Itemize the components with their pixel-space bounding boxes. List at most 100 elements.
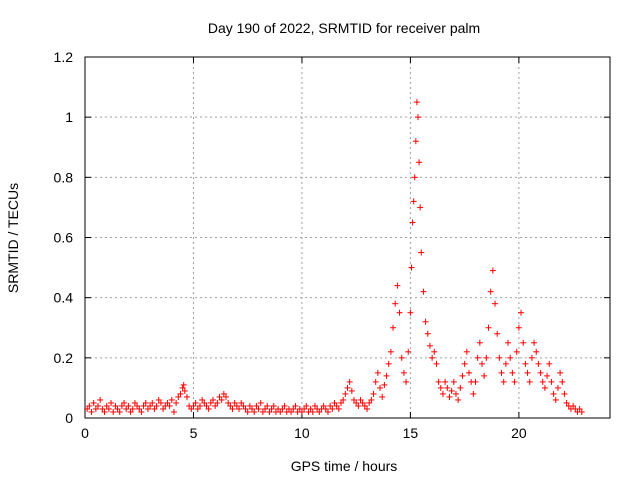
data-point — [140, 402, 147, 409]
data-point — [439, 390, 446, 397]
data-point — [337, 399, 344, 406]
data-point — [203, 402, 210, 409]
data-point — [207, 399, 214, 406]
data-point — [138, 408, 145, 415]
data-point — [417, 204, 424, 211]
data-point — [131, 399, 138, 406]
data-point — [331, 399, 338, 406]
data-point — [333, 402, 340, 409]
data-point — [377, 384, 384, 391]
data-point — [357, 396, 364, 403]
data-point — [157, 399, 164, 406]
data-point — [385, 360, 392, 367]
data-point — [361, 402, 368, 409]
data-point — [249, 405, 256, 412]
data-point — [535, 360, 542, 367]
data-point — [320, 402, 327, 409]
data-point — [114, 405, 121, 412]
data-point — [394, 282, 401, 289]
data-point — [554, 384, 561, 391]
data-point — [142, 399, 149, 406]
data-point — [405, 348, 412, 355]
data-point — [212, 402, 219, 409]
data-point — [173, 399, 180, 406]
data-point — [90, 399, 97, 406]
y-tick-label: 0.4 — [54, 290, 74, 306]
data-point — [262, 405, 269, 412]
data-point — [246, 402, 253, 409]
data-point — [496, 354, 503, 361]
data-point — [268, 405, 275, 412]
data-point — [164, 399, 171, 406]
data-point — [531, 339, 538, 346]
data-point — [561, 390, 568, 397]
data-point — [463, 348, 470, 355]
x-tick-label: 15 — [403, 425, 419, 441]
data-point — [112, 402, 119, 409]
chart-title: Day 190 of 2022, SRMTID for receiver pal… — [208, 20, 480, 36]
data-point — [507, 354, 514, 361]
data-point — [177, 390, 184, 397]
data-point — [418, 249, 425, 256]
data-point — [266, 408, 273, 415]
data-point — [307, 405, 314, 412]
data-point — [238, 399, 245, 406]
y-tick-label: 0.8 — [54, 169, 74, 185]
y-tick-label: 1 — [65, 109, 73, 125]
data-point — [327, 402, 334, 409]
data-point — [505, 339, 512, 346]
data-point — [372, 378, 379, 385]
data-point — [118, 402, 125, 409]
data-point — [435, 378, 442, 385]
data-point — [355, 402, 362, 409]
data-point — [95, 402, 102, 409]
data-point — [344, 384, 351, 391]
data-point — [123, 405, 130, 412]
data-point — [459, 372, 466, 379]
data-point — [479, 360, 486, 367]
data-point — [292, 402, 299, 409]
data-point — [528, 354, 535, 361]
data-point — [329, 405, 336, 412]
data-point — [351, 396, 358, 403]
data-point — [270, 402, 277, 409]
data-point — [233, 402, 240, 409]
data-point — [288, 408, 295, 415]
data-point — [552, 396, 559, 403]
data-point — [548, 378, 555, 385]
data-point — [416, 159, 423, 166]
data-point — [383, 372, 390, 379]
data-point — [515, 324, 522, 331]
data-point — [563, 399, 570, 406]
axis-ticks: 0 5 10 15 20 0 0.2 0.4 0.6 0.8 1 1.2 — [54, 49, 610, 441]
data-point — [324, 408, 331, 415]
data-point — [487, 288, 494, 295]
data-point — [446, 393, 453, 400]
data-point — [147, 402, 154, 409]
data-point — [407, 309, 414, 316]
data-point — [105, 405, 112, 412]
data-point — [88, 408, 95, 415]
x-tick-label: 20 — [511, 425, 527, 441]
y-axis-label: SRMTID / TECUs — [5, 183, 21, 293]
data-point — [409, 219, 416, 226]
data-point — [396, 309, 403, 316]
data-point — [242, 405, 249, 412]
data-point — [485, 324, 492, 331]
data-point — [190, 402, 197, 409]
data-point — [502, 360, 509, 367]
data-point — [225, 399, 232, 406]
data-point — [144, 405, 151, 412]
data-point — [500, 378, 507, 385]
data-point — [214, 399, 221, 406]
data-point — [340, 396, 347, 403]
data-point — [301, 405, 308, 412]
data-point — [316, 408, 323, 415]
data-point — [422, 318, 429, 325]
y-tick-label: 0.6 — [54, 230, 74, 246]
data-point — [298, 408, 305, 415]
data-point — [518, 309, 525, 316]
data-point — [134, 402, 141, 409]
data-point — [192, 399, 199, 406]
